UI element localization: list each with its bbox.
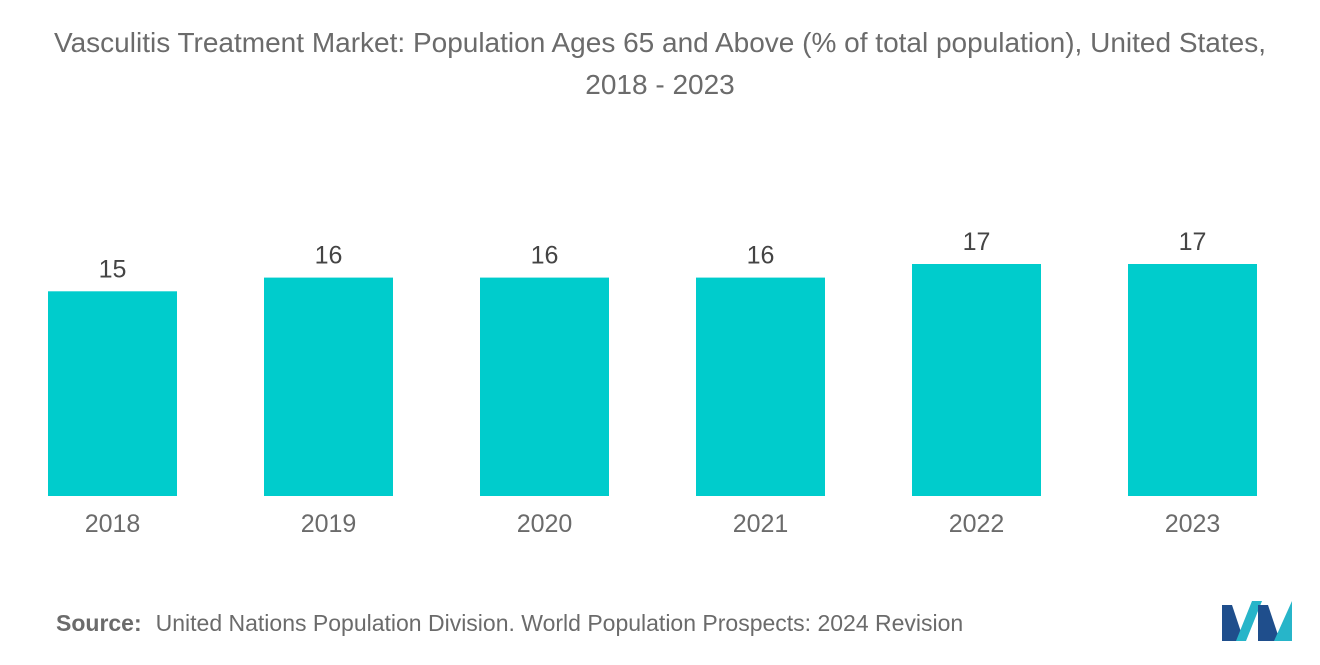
value-label-2022: 17 [963, 228, 991, 256]
bar-2023 [1128, 264, 1257, 496]
x-tick-label-2021: 2021 [733, 510, 789, 538]
value-labels-layer: 15 16 16 16 17 17 [99, 228, 1207, 283]
x-tick-label-2022: 2022 [949, 510, 1005, 538]
bar-2018 [48, 291, 177, 496]
x-tick-label-2019: 2019 [301, 510, 357, 538]
bar-chart: 15 16 16 16 17 17 2018 2019 2020 2021 2022 2023 [48, 228, 1257, 538]
value-label-2023: 17 [1179, 228, 1207, 256]
value-label-2020: 16 [531, 242, 559, 270]
x-tick-label-2018: 2018 [85, 510, 141, 538]
bar-2022 [912, 264, 1041, 496]
bar-2020 [480, 277, 609, 496]
source-note: Source: United Nations Population Divisio… [56, 610, 963, 637]
logo-mid-stroke [1236, 601, 1262, 641]
x-tick-label-2023: 2023 [1165, 510, 1221, 538]
source-text: United Nations Population Division. Worl… [155, 610, 964, 636]
chart-title: Vasculitis Treatment Market: Population … [54, 27, 1266, 100]
value-label-2018: 15 [99, 255, 127, 283]
value-label-2021: 16 [747, 242, 775, 270]
logo-right-stroke [1258, 605, 1280, 641]
bars-layer [48, 264, 1257, 496]
x-tick-label-2020: 2020 [517, 510, 573, 538]
bar-2021 [696, 277, 825, 496]
value-label-2019: 16 [315, 242, 343, 270]
bar-2019 [264, 277, 393, 496]
logo-left-stroke [1222, 605, 1244, 641]
brand-logo [1222, 601, 1292, 641]
logo-end-stroke [1274, 601, 1292, 641]
source-label: Source: [56, 610, 142, 636]
x-tick-labels-layer: 2018 2019 2020 2021 2022 2023 [85, 510, 1221, 538]
